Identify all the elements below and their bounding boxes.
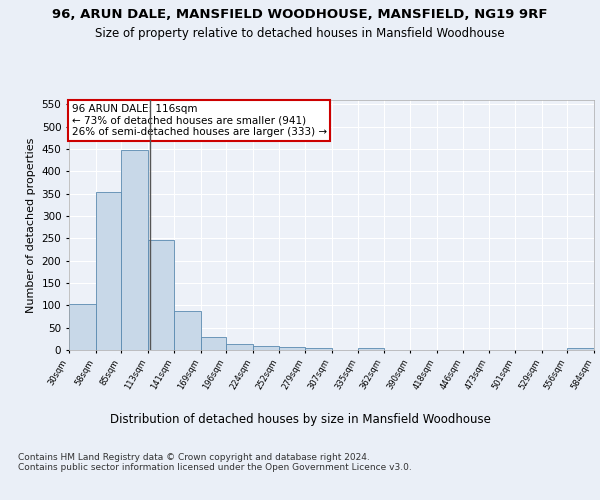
- Bar: [69, 304, 95, 350]
- Bar: [280, 348, 305, 350]
- Bar: [174, 310, 201, 350]
- Bar: [305, 348, 331, 350]
- Bar: [121, 150, 148, 350]
- Bar: [226, 344, 253, 350]
- Bar: [148, 240, 174, 350]
- Text: Distribution of detached houses by size in Mansfield Woodhouse: Distribution of detached houses by size …: [110, 412, 490, 426]
- Bar: [358, 348, 383, 350]
- Bar: [95, 192, 121, 350]
- Bar: [253, 346, 280, 350]
- Bar: [568, 348, 594, 350]
- Text: Contains HM Land Registry data © Crown copyright and database right 2024.
Contai: Contains HM Land Registry data © Crown c…: [18, 452, 412, 472]
- Y-axis label: Number of detached properties: Number of detached properties: [26, 138, 36, 312]
- Text: 96, ARUN DALE, MANSFIELD WOODHOUSE, MANSFIELD, NG19 9RF: 96, ARUN DALE, MANSFIELD WOODHOUSE, MANS…: [52, 8, 548, 20]
- Bar: [201, 336, 226, 350]
- Text: Size of property relative to detached houses in Mansfield Woodhouse: Size of property relative to detached ho…: [95, 28, 505, 40]
- Text: 96 ARUN DALE: 116sqm
← 73% of detached houses are smaller (941)
26% of semi-deta: 96 ARUN DALE: 116sqm ← 73% of detached h…: [71, 104, 327, 137]
